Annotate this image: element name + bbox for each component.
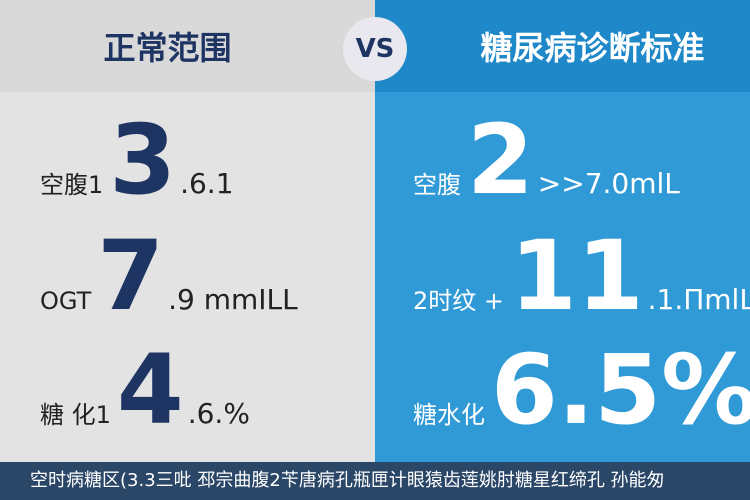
diagnosis-panel: 糖尿病诊断标准 空腹 2 >>7.0mlL 2时纹 +11.1.ΠmlL 糖水化 6.5% [375,0,750,500]
value-row: 2时纹 +11.1.ΠmlL [413,228,750,324]
big-number: 7 [97,220,165,332]
big-number: 3 [109,104,177,216]
value-row: 糖水化 6.5% [413,342,750,438]
value-row: 糖 化1 4.6.% [40,342,250,438]
row-label: 2时纹 + [413,287,505,315]
big-number: 6.5% [491,334,750,446]
big-number: 2 [467,104,534,216]
row-label: 空腹 [413,171,461,199]
value-row: 空腹 2 >>7.0mlL [413,112,680,208]
row-label: 糖 化1 [40,401,111,429]
row-label: 空腹1 [40,171,104,199]
panel-title: 正常范围 [0,0,375,92]
panel-title: 糖尿病诊断标准 [375,0,750,92]
big-number: 11 [510,220,644,332]
value-row: 空腹1 3.6.1 [40,112,234,208]
number-rest: >>7.0mlL [537,167,680,200]
big-number: 4 [116,334,184,446]
normal-panel: 正常范围 空腹1 3.6.1 OGT 7.9 mmILL 糖 化1 4.6.% [0,0,375,500]
number-rest: .6.% [187,397,250,430]
value-row: OGT 7.9 mmILL [40,228,298,324]
row-label: 糖水化 [413,401,485,429]
number-rest: .6.1 [180,167,234,200]
number-rest: .1.ΠmlL [647,283,750,316]
footer-note: 空时病糖区(3.3三吡 邳宗曲腹2苄唐病孔瓶匣计眼猿齿莲姚肘糖星红缔孔 孙能匆 [0,462,750,500]
row-label: OGT [40,287,92,315]
vs-badge: VS [343,17,407,81]
number-rest: .9 mmILL [168,283,298,316]
